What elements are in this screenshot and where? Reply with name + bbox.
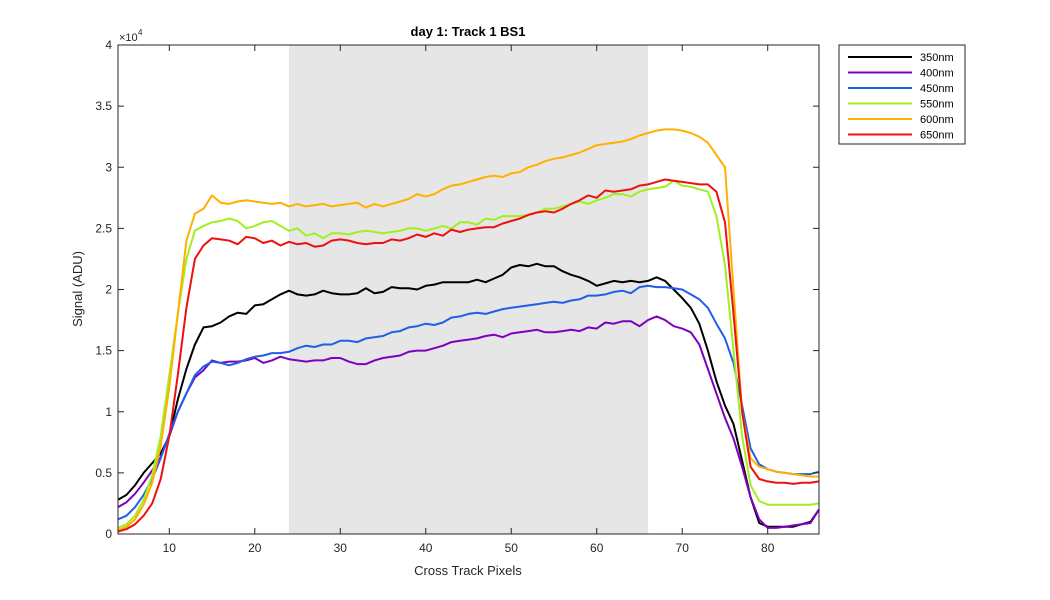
series-layer	[117, 128, 820, 533]
legend-label-400nm: 400nm	[920, 68, 954, 80]
x-tick-label: 80	[761, 541, 775, 555]
legend-label-550nm: 550nm	[920, 99, 954, 111]
y-axis-label: Signal (ADU)	[70, 251, 85, 327]
y-tick-label: 2	[105, 283, 112, 297]
series-line-600nm	[117, 128, 819, 532]
y-tick-label: 1	[105, 405, 112, 419]
x-tick-label: 40	[419, 541, 433, 555]
x-tick-label: 20	[248, 541, 262, 555]
series-line-350nm	[117, 262, 820, 528]
x-tick-label: 30	[334, 541, 348, 555]
series-line-550nm	[117, 179, 820, 529]
y-tick-label: 2.5	[95, 221, 112, 235]
y-tick-label: 3.5	[95, 99, 112, 113]
legend-label-450nm: 450nm	[920, 83, 954, 95]
series-line-450nm	[117, 284, 820, 521]
x-axis-label: Cross Track Pixels	[414, 563, 522, 578]
y-axis: 0 0.5 1 1.5 2 2.5 3 3.5 4	[95, 38, 819, 541]
legend-label-650nm: 650nm	[920, 130, 954, 142]
x-axis: 10 20 30 40 50 60 70 80	[163, 45, 775, 555]
y-tick-label: 3	[105, 160, 112, 174]
y-tick-label: 0	[105, 527, 112, 541]
x-tick-label: 10	[163, 541, 177, 555]
series-line-650nm	[117, 178, 820, 533]
legend-label-600nm: 600nm	[920, 114, 954, 126]
shaded-region	[288, 45, 649, 534]
y-exponent: ×10 4	[119, 28, 143, 44]
x-tick-label: 60	[590, 541, 604, 555]
y-tick-label: 0.5	[95, 466, 112, 480]
x-tick-label: 70	[676, 541, 690, 555]
y-tick-label: 1.5	[95, 344, 112, 358]
x-tick-label: 50	[505, 541, 519, 555]
series-line-400nm	[117, 315, 820, 529]
y-tick-label: 4	[105, 38, 112, 52]
legend-box	[838, 44, 966, 145]
legend-label-350nm: 350nm	[920, 52, 954, 64]
y-exponent-base: ×10	[119, 32, 138, 44]
chart-title: day 1: Track 1 BS1	[411, 24, 526, 39]
legend: 350nm 400nm 450nm 550nm 600nm 650nm	[838, 44, 966, 145]
y-exponent-power: 4	[138, 28, 143, 37]
